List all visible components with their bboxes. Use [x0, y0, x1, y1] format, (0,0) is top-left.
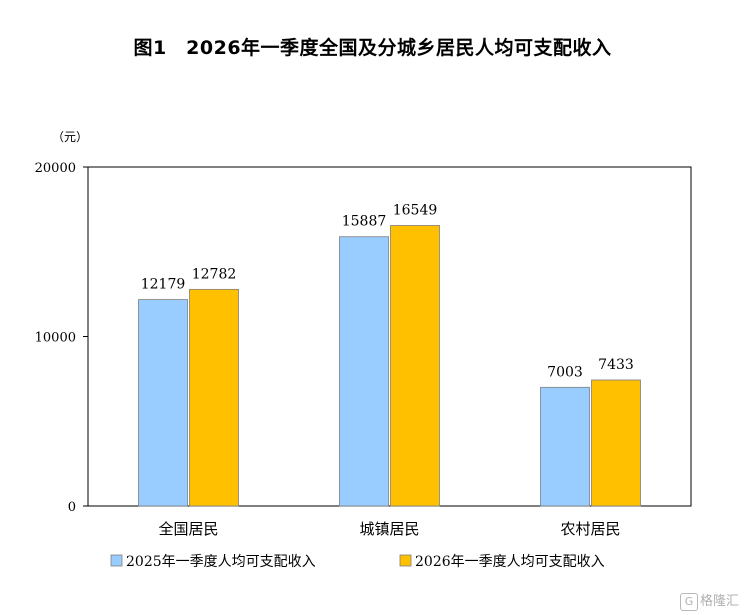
x-tick-label: 城镇居民 — [359, 520, 419, 538]
legend-swatch — [399, 554, 412, 567]
watermark: G 格隆汇 — [679, 590, 739, 611]
watermark-text: 格隆汇 — [699, 594, 739, 609]
y-tick-label: 20000 — [35, 161, 76, 176]
data-label: 7003 — [547, 364, 583, 380]
legend-label: 2025年一季度人均可支配收入 — [126, 554, 316, 570]
legend-swatch — [110, 554, 123, 567]
data-label: 12782 — [192, 266, 237, 282]
legend-label: 2026年一季度人均可支配收入 — [415, 554, 605, 570]
bar — [138, 299, 188, 507]
bar — [591, 379, 641, 507]
bar — [540, 386, 590, 507]
data-label: 7433 — [598, 357, 634, 373]
y-tick-label: 10000 — [35, 331, 76, 346]
chart-title: 图1 2026年一季度全国及分城乡居民人均可支配收入 — [133, 37, 612, 59]
x-tick-label: 全国居民 — [158, 520, 218, 538]
y-tick-label: 0 — [68, 500, 76, 515]
data-label: 12179 — [141, 277, 186, 293]
bar — [339, 236, 389, 507]
watermark-logo-icon: G — [679, 593, 698, 611]
bar — [390, 225, 440, 507]
data-label: 16549 — [393, 202, 438, 218]
data-label: 15887 — [342, 214, 387, 230]
bar — [189, 288, 239, 507]
y-unit-label: （元） — [52, 130, 88, 144]
x-tick-label: 农村居民 — [560, 520, 620, 538]
